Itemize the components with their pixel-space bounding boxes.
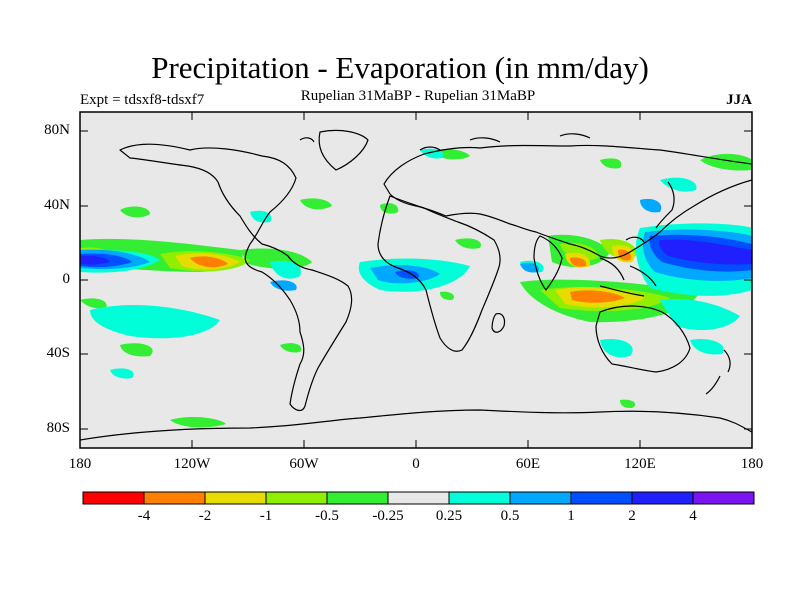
colorbar-label: -1 bbox=[259, 508, 273, 524]
madagascar-coast bbox=[491, 313, 506, 333]
lon-label-60w: 60W bbox=[289, 456, 319, 472]
lat-label-40s: 40S bbox=[46, 345, 70, 361]
colorbar bbox=[82, 491, 755, 505]
japan-coast bbox=[655, 181, 675, 229]
experiment-label: Expt = tdsxf8-tdsxf7 bbox=[80, 92, 205, 108]
colorbar-label: -4 bbox=[137, 508, 151, 524]
lon-label-120w: 120W bbox=[173, 456, 211, 472]
colorbar-label: 4 bbox=[689, 508, 697, 524]
pe-contour-fields bbox=[80, 148, 752, 428]
new-zealand-coast bbox=[705, 349, 731, 395]
plot-title: Precipitation - Evaporation (in mm/day) bbox=[151, 50, 649, 85]
season-label: JJA bbox=[726, 92, 752, 108]
lon-label-180e: 180 bbox=[740, 456, 764, 472]
africa-coast bbox=[377, 195, 501, 352]
colorbar-swatch bbox=[265, 491, 328, 505]
lat-label-80n: 80N bbox=[44, 122, 70, 138]
colorbar-swatch bbox=[326, 491, 389, 505]
lon-label-0: 0 bbox=[412, 456, 420, 472]
antarctica-coast bbox=[80, 409, 752, 441]
colorbar-label: 0.5 bbox=[500, 508, 520, 524]
arctic-islands bbox=[299, 133, 591, 151]
tick-marks bbox=[80, 112, 752, 448]
coastlines bbox=[80, 129, 752, 441]
colorbar-label: -0.25 bbox=[372, 508, 404, 524]
colorbar-swatch bbox=[82, 491, 145, 505]
lon-label-180w: 180 bbox=[68, 456, 92, 472]
southeast-asia-islands bbox=[599, 236, 657, 297]
colorbar-label: 0.25 bbox=[435, 508, 463, 524]
lat-label-80s: 80S bbox=[46, 420, 70, 436]
north-america-coast bbox=[119, 143, 353, 412]
australia-coast bbox=[595, 305, 691, 373]
india-coast bbox=[533, 235, 563, 291]
lat-label-40n: 40N bbox=[44, 197, 70, 213]
colorbar-swatch bbox=[143, 491, 206, 505]
colorbar-label: -2 bbox=[198, 508, 212, 524]
eurasia-coast bbox=[383, 144, 752, 259]
colorbar-swatch bbox=[204, 491, 267, 505]
colorbar-swatch bbox=[692, 491, 755, 505]
colorbar-label: -0.5 bbox=[315, 508, 339, 524]
greenland-coast bbox=[318, 129, 369, 171]
lon-label-60e: 60E bbox=[515, 456, 541, 472]
colorbar-label: 2 bbox=[628, 508, 636, 524]
very-strong-negative-patches bbox=[190, 249, 632, 303]
lon-label-120e: 120E bbox=[624, 456, 656, 472]
colorbar-swatch bbox=[570, 491, 633, 505]
subtitle-label: Rupelian 31MaBP - Rupelian 31MaBP bbox=[300, 88, 536, 104]
colorbar-swatch bbox=[448, 491, 511, 505]
very-strong-positive-patches bbox=[80, 239, 752, 265]
lat-label-0: 0 bbox=[62, 271, 71, 287]
colorbar-swatch bbox=[387, 491, 450, 505]
colorbar-swatch bbox=[509, 491, 572, 505]
colorbar-swatch bbox=[631, 491, 694, 505]
colorbar-label: 1 bbox=[567, 508, 575, 524]
